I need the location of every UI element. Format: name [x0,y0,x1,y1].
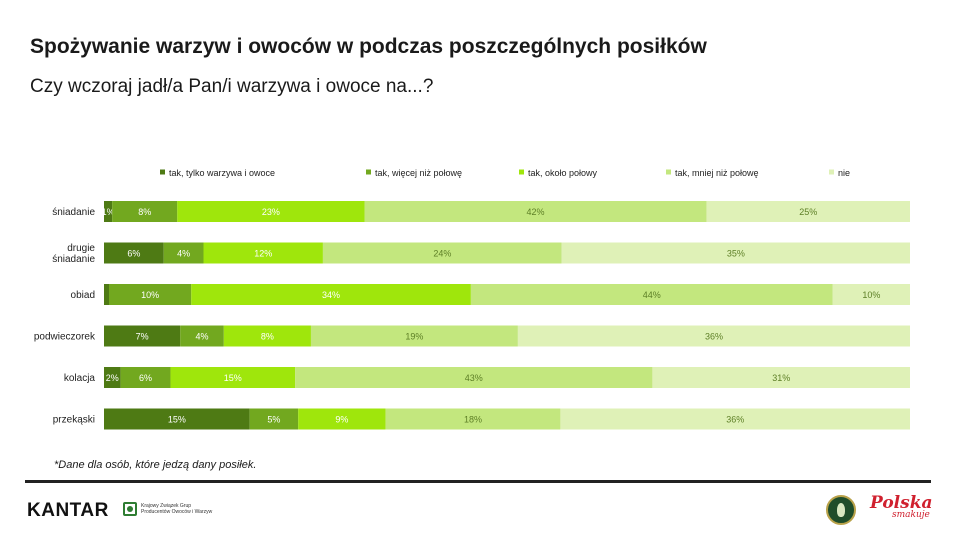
category-tick-label: drugie [67,243,95,254]
chart-title: Spożywanie warzyw i owoców w podczas pos… [30,35,707,58]
bar-segment [561,242,910,264]
bar-data-label: 34% [322,290,340,300]
bar-data-label: 6% [139,373,152,383]
bar-data-label: 2% [106,373,119,383]
bar-data-label: 8% [138,207,151,217]
bar-data-label: 7% [136,332,149,342]
bar-data-label: 43% [465,373,483,383]
bar-data-label: 4% [177,249,190,259]
legend-label: tak, więcej niż połowę [375,168,462,178]
kzgp-logo-icon [123,502,137,516]
bar-segment [177,201,365,222]
bar-data-label: 15% [224,373,242,383]
category-tick-label: śniadanie [52,207,95,218]
bar-segment [104,367,121,388]
bar-data-label: 42% [526,207,544,217]
bar-segment [832,284,910,305]
kzgp-logo-text: Krajowy Związek Grup Producentów Owoców … [141,503,212,515]
legend-swatch [366,169,371,175]
bar-data-label: 1% [102,207,115,217]
footer-divider [25,480,931,483]
legend-label: nie [838,168,850,178]
bar-data-label: 10% [141,290,159,300]
legend-swatch [829,169,834,175]
bar-data-label: 44% [643,290,661,300]
bar-segment [517,325,910,347]
bar-segment [295,367,653,388]
bar-segment [298,408,386,430]
legend-label: tak, około połowy [528,168,598,178]
bar-segment [163,242,204,264]
seal-logo-icon [826,495,856,525]
kzgp-logo-line2: Producentów Owoców i Warzyw [141,509,213,515]
bar-segment [385,408,561,430]
legend-swatch [519,169,524,175]
bar-data-label: 36% [726,415,744,425]
bar-segment [180,325,224,347]
bar-segment [470,284,833,305]
bar-segment [203,242,323,264]
bar-segment [104,201,113,222]
kzgp-logo: Krajowy Związek Grup Producentów Owoców … [123,502,212,516]
polska-logo: Polska [870,493,933,513]
bar-data-label: 10% [862,290,880,300]
legend-swatch [666,169,671,175]
legend-label: tak, mniej niż połowę [675,168,759,178]
bar-segment [249,408,299,430]
bar-segment [120,367,171,388]
category-tick-label: kolacja [64,373,96,384]
bar-segment [191,284,471,305]
bar-data-label: 9% [335,415,348,425]
bar-segment [310,325,518,347]
bar-segment [364,201,707,222]
kantar-logo: KANTAR [27,500,109,521]
bar-segment [104,242,164,264]
category-tick-label: przekąski [53,415,95,426]
bar-data-label: 12% [254,249,272,259]
bar-data-label: 24% [433,249,451,259]
bar-data-label: 31% [772,373,790,383]
bar-segment [223,325,311,347]
bar-segment [560,408,910,430]
chart-subtitle: Czy wczoraj jadł/a Pan/i warzywa i owoce… [30,76,434,97]
bar-data-label: 6% [127,249,140,259]
legend-swatch [160,169,165,175]
bar-data-label: 5% [267,415,280,425]
bar-segment [322,242,562,264]
bar-data-label: 15% [168,415,186,425]
bar-segment [104,284,109,305]
bar-data-label: 18% [464,415,482,425]
bar-segment [109,284,192,305]
bar-data-label: 19% [405,332,423,342]
bar-data-label: 4% [196,332,209,342]
kzgp-logo-line1: Krajowy Związek Grup [141,503,192,509]
bar-segment [706,201,910,222]
category-tick-label: śniadanie [52,254,95,265]
category-tick-label: obiad [71,290,95,301]
polska-smakuje-logo: smakuje [892,510,930,520]
bar-segment [652,367,910,388]
bar-segment [170,367,296,388]
bar-data-label: 25% [799,207,817,217]
bar-data-label: 8% [261,332,274,342]
bar-segment [104,408,250,430]
bar-data-label: 36% [705,332,723,342]
footnote: *Dane dla osób, które jedzą dany posiłek… [54,459,257,471]
bar-segment [104,325,181,347]
bar-data-label: 35% [727,249,745,259]
bar-segment [112,201,178,222]
bar-data-label: 23% [262,207,280,217]
legend-label: tak, tylko warzywa i owoce [169,168,275,178]
category-tick-label: podwieczorek [34,332,96,343]
